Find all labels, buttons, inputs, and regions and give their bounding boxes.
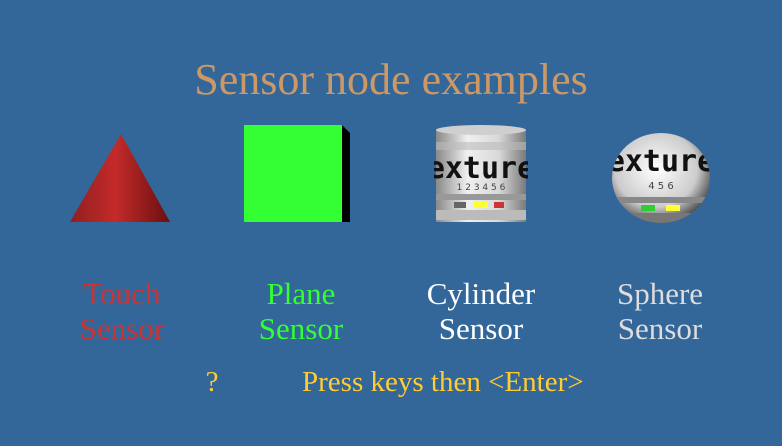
cylinder-sensor-cylinder[interactable]: exture 1 2 3 4 5 6: [434, 124, 528, 224]
plane-sensor-label-line1: Plane: [266, 276, 336, 311]
key-input-indicator: ?: [205, 366, 219, 398]
cylinder-texture-text: exture: [434, 151, 528, 186]
touch-sensor-label: Touch Sensor: [32, 276, 212, 346]
touch-sensor-cone[interactable]: [68, 132, 172, 224]
sphere-sensor-label-line2: Sensor: [617, 311, 703, 346]
plane-sensor-label-line2: Sensor: [258, 311, 344, 346]
sphere-sensor-label-line1: Sphere: [616, 276, 704, 311]
cylinder-sensor-label-line2: Sensor: [438, 311, 524, 346]
plane-sensor-label: Plane Sensor: [211, 276, 391, 346]
page-title: Sensor node examples: [194, 55, 588, 104]
sphere-sensor-label: Sphere Sensor: [570, 276, 750, 346]
svg-text:1 2 3 4 5 6: 1 2 3 4 5 6: [457, 183, 506, 193]
key-prompt-text: Press keys then <Enter>: [302, 366, 584, 398]
cylinder-sensor-label: Cylinder Sensor: [391, 276, 571, 346]
plane-sensor-box[interactable]: [242, 124, 352, 224]
cylinder-sensor-label-line1: Cylinder: [426, 276, 536, 311]
svg-text:4 5 6: 4 5 6: [648, 181, 673, 192]
sphere-texture-text: exture: [611, 144, 711, 179]
touch-sensor-label-line1: Touch: [83, 276, 161, 311]
touch-sensor-label-line2: Sensor: [79, 311, 165, 346]
sphere-sensor-sphere[interactable]: exture 4 5 6: [611, 133, 711, 225]
